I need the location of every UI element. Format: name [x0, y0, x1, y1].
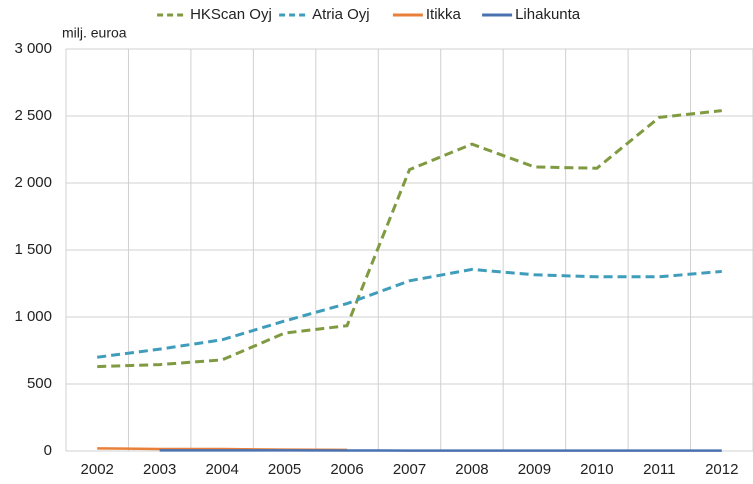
y-tick-label: 1 000	[14, 308, 52, 325]
x-tick-label: 2012	[705, 461, 738, 478]
x-tick-label: 2002	[81, 461, 114, 478]
y-tick-label: 2 000	[14, 174, 52, 191]
x-tick-label: 2011	[643, 461, 675, 478]
legend: HKScan Oyj Atria Oyj Itikka Lihakunta	[157, 6, 581, 23]
y-tick-label: 2 500	[14, 107, 52, 124]
x-tick-label: 2007	[393, 461, 426, 478]
x-tick-label: 2009	[518, 461, 551, 478]
x-tick-label: 2004	[205, 461, 238, 478]
x-tick-label: 2003	[143, 461, 176, 478]
legend-label: Atria Oyj	[312, 6, 370, 23]
x-tick-label: 2006	[330, 461, 363, 478]
legend-label: HKScan Oyj	[190, 6, 272, 23]
legend-label: Itikka	[426, 6, 462, 23]
series-line	[97, 109, 722, 369]
legend-label: Lihakunta	[515, 6, 581, 23]
x-tick-label: 2010	[580, 461, 613, 478]
y-tick-label: 1 500	[14, 241, 52, 258]
y-unit-label: milj. euroa	[62, 25, 127, 41]
x-tick-label: 2005	[268, 461, 301, 478]
series-line	[97, 267, 722, 359]
x-tick-label: 2008	[455, 461, 488, 478]
y-tick-label: 3 000	[14, 40, 52, 57]
y-tick-label: 500	[27, 375, 52, 392]
y-tick-label: 0	[44, 442, 52, 459]
